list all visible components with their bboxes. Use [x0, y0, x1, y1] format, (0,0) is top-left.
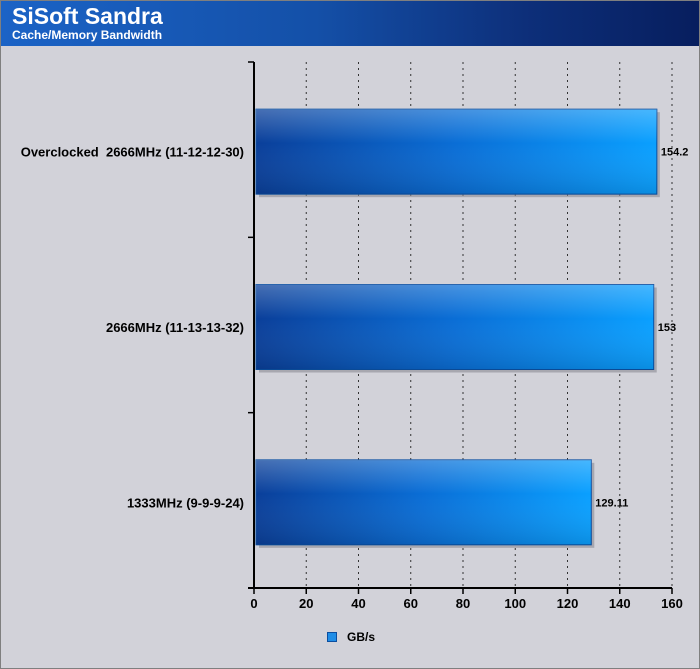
category-label-2: 1333MHz (9-9-9-24)	[127, 495, 244, 510]
x-tick-label-40: 40	[351, 596, 365, 611]
legend-label: GB/s	[347, 630, 376, 644]
bar-shine-1	[256, 284, 654, 370]
x-tick-label-80: 80	[456, 596, 470, 611]
x-tick-label-160: 160	[661, 596, 683, 611]
chart-header: SiSoft Sandra Cache/Memory Bandwidth	[1, 1, 699, 46]
chart-subtitle: Cache/Memory Bandwidth	[12, 28, 163, 42]
category-label-0: Overclocked 2666MHz (11-12-12-30)	[21, 145, 244, 160]
x-tick-label-120: 120	[557, 596, 579, 611]
bar-shine-2	[256, 459, 592, 545]
chart-legend: GB/s	[327, 630, 375, 644]
x-tick-label-60: 60	[404, 596, 418, 611]
value-label-2: 129.11	[595, 497, 628, 509]
x-tick-label-20: 20	[299, 596, 313, 611]
value-label-1: 153	[658, 322, 676, 334]
x-tick-label-140: 140	[609, 596, 631, 611]
x-tick-label-100: 100	[504, 596, 526, 611]
x-tick-label-0: 0	[250, 596, 257, 611]
value-label-0: 154.2	[661, 147, 689, 159]
bar-shine-0	[256, 109, 657, 195]
chart-title: SiSoft Sandra	[12, 3, 163, 29]
legend-swatch	[327, 632, 337, 642]
category-label-1: 2666MHz (11-13-13-32)	[106, 320, 244, 335]
